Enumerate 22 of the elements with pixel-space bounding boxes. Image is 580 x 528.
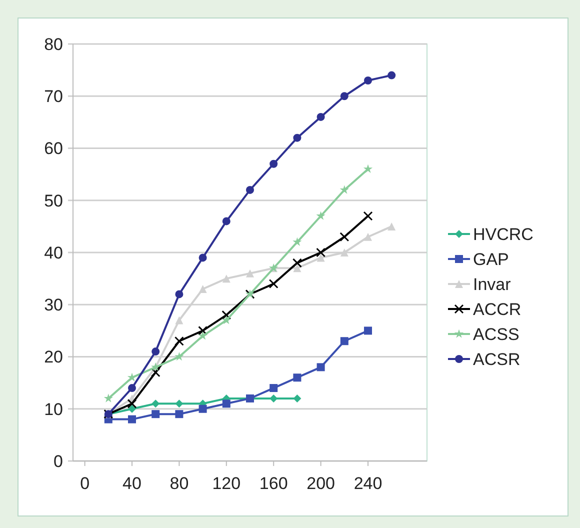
y-tick-label: 0 bbox=[54, 452, 63, 471]
y-tick-label: 80 bbox=[44, 34, 63, 54]
x-tick-label: 80 bbox=[170, 474, 189, 493]
y-tick-label: 60 bbox=[44, 139, 63, 158]
y-tick-label: 50 bbox=[44, 191, 63, 210]
y-tick-label: 40 bbox=[44, 243, 63, 262]
legend-label: GAP bbox=[473, 250, 509, 269]
x-tick-label: 160 bbox=[259, 474, 288, 493]
legend-label: Invar bbox=[473, 274, 512, 294]
y-tick-label: 20 bbox=[44, 348, 63, 367]
legend-label: HVCRC bbox=[473, 224, 534, 244]
y-tick-label: 10 bbox=[44, 400, 63, 419]
x-tick-label: 200 bbox=[306, 474, 335, 493]
y-tick-label: 30 bbox=[44, 296, 63, 315]
x-tick-label: 240 bbox=[354, 474, 382, 493]
legend-label: ACSS bbox=[473, 324, 520, 344]
legend-label: ACCR bbox=[473, 300, 522, 319]
y-tick-label: 70 bbox=[44, 87, 63, 106]
x-tick-label: 40 bbox=[122, 474, 142, 493]
legend-label: ACSR bbox=[473, 350, 520, 369]
x-tick-label: 120 bbox=[212, 474, 241, 493]
x-tick-label: 0 bbox=[80, 474, 90, 493]
